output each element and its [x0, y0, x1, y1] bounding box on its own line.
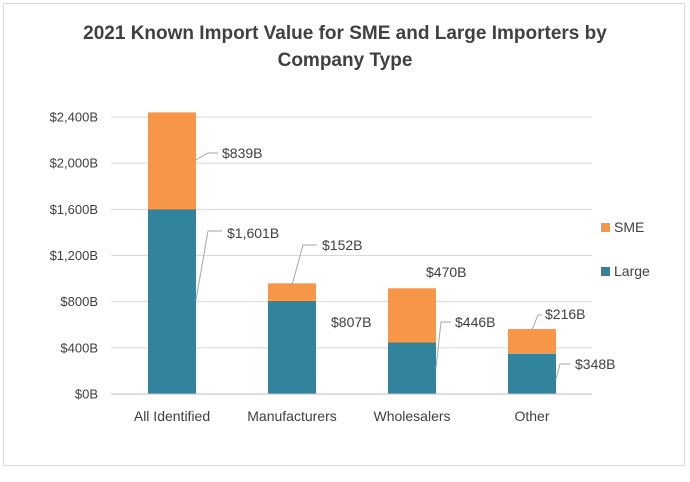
legend-swatch: [601, 267, 610, 276]
leader-line: [195, 152, 218, 161]
data-label-large: $807B: [331, 314, 371, 330]
legend-swatch: [601, 223, 610, 232]
chart-frame: [3, 3, 685, 466]
chart-title: 2021 Known Import Value for SME and Larg…: [0, 20, 690, 74]
y-tick-label: $400B: [60, 340, 98, 355]
data-label-sme: $152B: [322, 237, 362, 253]
chart-title-line-2: Company Type: [277, 50, 413, 71]
leader-line: [555, 363, 570, 380]
data-label-large: $1,601B: [227, 225, 279, 241]
y-tick-label: $2,000B: [50, 156, 98, 171]
x-category-label: Manufacturers: [247, 408, 336, 424]
bar-sme: [388, 288, 436, 343]
bar-sme: [268, 283, 316, 301]
bar-large: [148, 209, 196, 394]
y-tick-label: $2,400B: [50, 110, 98, 125]
y-tick-label: $0B: [75, 387, 98, 402]
y-tick-label: $1,600B: [50, 202, 98, 217]
data-label-large: $446B: [455, 314, 495, 330]
data-label-large: $348B: [575, 356, 615, 372]
legend-label: Large: [614, 263, 650, 279]
y-tick-label: $1,200B: [50, 248, 98, 263]
bar-large: [388, 342, 436, 394]
x-category-label: All Identified: [134, 408, 210, 424]
leader-line: [291, 244, 317, 286]
x-category-label: Other: [514, 408, 549, 424]
leader-line: [195, 230, 222, 301]
bar-sme: [508, 328, 556, 354]
bar-large: [508, 353, 556, 394]
leader-line: [531, 314, 542, 331]
bar-large: [268, 300, 316, 394]
x-category-label: Wholesalers: [373, 408, 450, 424]
leader-line: [435, 321, 451, 369]
y-tick-label: $800B: [60, 294, 98, 309]
chart-title-line-1: 2021 Known Import Value for SME and Larg…: [83, 23, 607, 44]
legend-label: SME: [614, 219, 644, 235]
data-label-sme: $216B: [545, 306, 585, 322]
data-label-sme: $470B: [426, 264, 466, 280]
bar-sme: [148, 112, 196, 210]
data-label-sme: $839B: [222, 145, 262, 161]
